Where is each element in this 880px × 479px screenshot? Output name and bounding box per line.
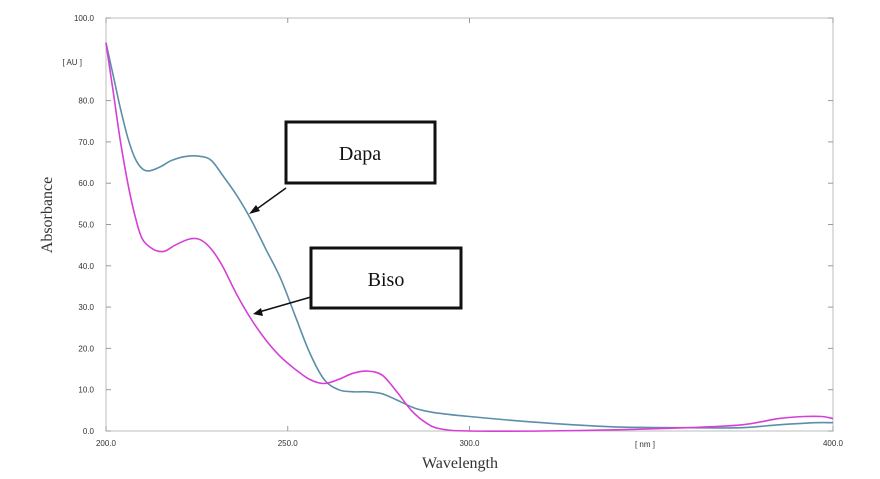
y-tick-label: 60.0 <box>78 179 94 188</box>
y-tick-label: 50.0 <box>78 221 94 230</box>
plot-frame <box>105 17 834 432</box>
dapa-arrow <box>253 187 287 212</box>
y-tick-label: 0.0 <box>83 427 95 436</box>
biso-callout: Biso <box>253 246 463 316</box>
series-line-biso <box>105 42 834 432</box>
dapa-callout-box <box>284 120 437 185</box>
dapa-arrowhead <box>249 205 260 214</box>
y-axis-title: Absorbance <box>39 177 56 253</box>
y-axis: 0.0 10.0 20.0 30.0 40.0 50.0 60.0 70.0 80.0 100.0 <box>74 14 833 436</box>
y-tick-label: 10.0 <box>78 386 94 395</box>
biso-callout-label: Biso <box>368 269 405 291</box>
y-tick-label: 20.0 <box>78 344 94 353</box>
x-axis-title: Wavelength <box>422 455 498 472</box>
series-line-dapa <box>105 42 834 429</box>
y-tick-label: 40.0 <box>78 262 94 271</box>
y-tick-label: 100.0 <box>74 14 95 23</box>
x-tick-label: 200.0 <box>96 439 117 448</box>
x-axis: 200.0 250.0 300.0 400.0 <box>96 18 844 448</box>
x-tick-label: 300.0 <box>459 439 480 448</box>
dapa-callout: Dapa <box>249 120 437 214</box>
dapa-callout-label: Dapa <box>339 143 381 165</box>
y-tick-label: 70.0 <box>78 138 94 147</box>
biso-arrow <box>258 296 312 313</box>
x-unit-label: [ nm ] <box>635 440 655 449</box>
y-unit-label: [ AU ] <box>62 58 82 67</box>
x-tick-label: 250.0 <box>278 439 299 448</box>
series-layer <box>105 42 834 432</box>
biso-callout-box <box>309 246 463 310</box>
y-tick-label: 30.0 <box>78 303 94 312</box>
biso-arrowhead <box>253 308 263 316</box>
x-tick-label: 400.0 <box>823 439 844 448</box>
y-tick-label: 80.0 <box>78 97 94 106</box>
